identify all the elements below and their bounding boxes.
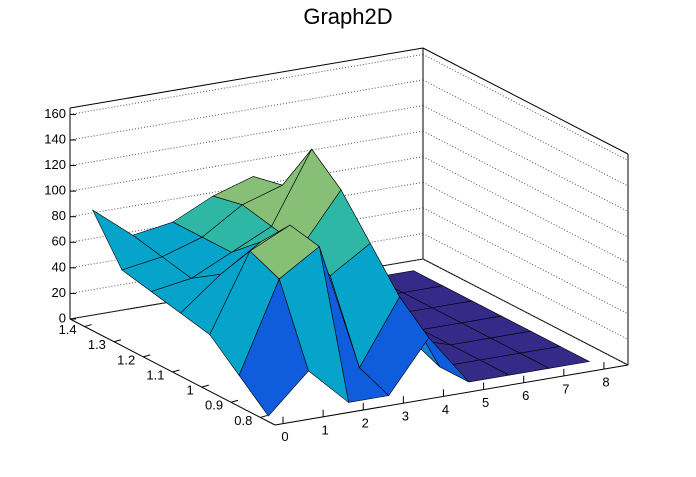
y-tick-label: 0.9 [205,398,223,413]
y-tick-label: 1.2 [117,352,135,367]
grid-line [422,130,629,238]
grid-line [69,79,424,141]
x-tick-label: 4 [442,402,449,417]
y-tick [113,339,122,343]
x-tick-label: 6 [522,388,529,403]
z-tick-label: 20 [52,285,66,300]
x-tick-label: 1 [322,422,329,437]
y-tick [172,369,180,373]
surface-cell [238,278,309,417]
y-tick [84,324,92,328]
y-tick [201,384,209,388]
box-edge [422,47,629,155]
chart-title: Graph2D [303,4,392,29]
grid-line [69,53,424,115]
z-tick-label: 100 [44,183,66,198]
grid-line [422,156,629,264]
box-edge [69,47,424,109]
x-tick-label: 0 [281,429,288,444]
grid-line [422,232,629,340]
y-tick [260,414,268,418]
x-tick-label: 8 [602,375,609,390]
y-tick-label: 1.1 [146,367,164,382]
x-axis [274,364,629,426]
y-tick-label: 0.8 [234,413,252,428]
y-tick-label: 1.4 [59,322,77,337]
x-tick-label: 3 [402,409,409,424]
grid-line [422,79,629,187]
grid-line [422,53,629,161]
y-tick [230,399,239,403]
grid-line [69,105,424,167]
z-tick-label: 80 [52,208,66,223]
y-tick-label: 1.3 [88,337,106,352]
grid-line [422,258,629,366]
grid-line [422,105,629,212]
z-tick-label: 160 [44,106,66,121]
y-tick-label: 1 [187,383,194,398]
y-tick [143,354,151,358]
z-tick-label: 0 [59,310,66,325]
z-tick-label: 120 [44,157,66,172]
z-tick-label: 60 [52,234,66,249]
x-tick-label: 2 [362,415,369,430]
x-tick-label: 7 [562,381,569,396]
grid-line [422,181,629,289]
grid-line [422,207,629,315]
x-tick-label: 5 [482,395,489,410]
z-tick-label: 40 [52,259,66,274]
z-tick-label: 140 [44,131,66,146]
